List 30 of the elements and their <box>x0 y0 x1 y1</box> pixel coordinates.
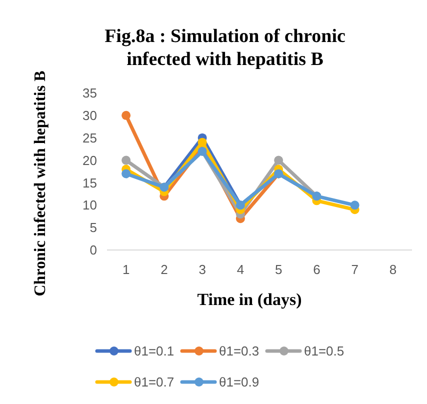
chart-title: Fig.8a : Simulation of chronic infected with hepatitis B <box>104 26 346 70</box>
x-tick-label: 4 <box>236 262 244 277</box>
y-tick-label: 20 <box>82 152 97 168</box>
legend-label: θ1=0.3 <box>219 344 260 359</box>
legend-label: θ1=0.5 <box>304 344 344 359</box>
point <box>198 138 207 147</box>
x-tick-label: 1 <box>122 262 130 277</box>
x-axis-title: Time in (days) <box>197 290 302 309</box>
x-tick-label: 3 <box>198 262 206 277</box>
point <box>122 156 131 165</box>
y-tick-label: 15 <box>82 175 97 190</box>
y-tick-label: 10 <box>82 198 97 213</box>
point <box>122 169 131 178</box>
legend-label: θ1=0.9 <box>219 374 260 390</box>
x-tick-label: 7 <box>351 262 358 277</box>
legend-label: θ1=0.1 <box>134 344 174 359</box>
point <box>350 200 360 210</box>
y-tick-label: 0 <box>90 242 97 258</box>
y-tick-label: 30 <box>82 108 97 123</box>
x-tick-label: 8 <box>389 262 397 277</box>
point <box>122 110 131 120</box>
legend-label: θ1=0.7 <box>134 374 174 390</box>
y-axis-title: Chronic infected with hepatitis B <box>32 70 49 296</box>
x-tick-label: 5 <box>274 262 282 277</box>
point <box>274 156 284 165</box>
x-tick-label: 6 <box>313 262 320 277</box>
y-tick-label: 25 <box>82 130 97 146</box>
x-tick-label: 2 <box>160 262 168 277</box>
y-tick-label: 5 <box>90 220 97 236</box>
y-tick-label: 35 <box>82 86 97 101</box>
